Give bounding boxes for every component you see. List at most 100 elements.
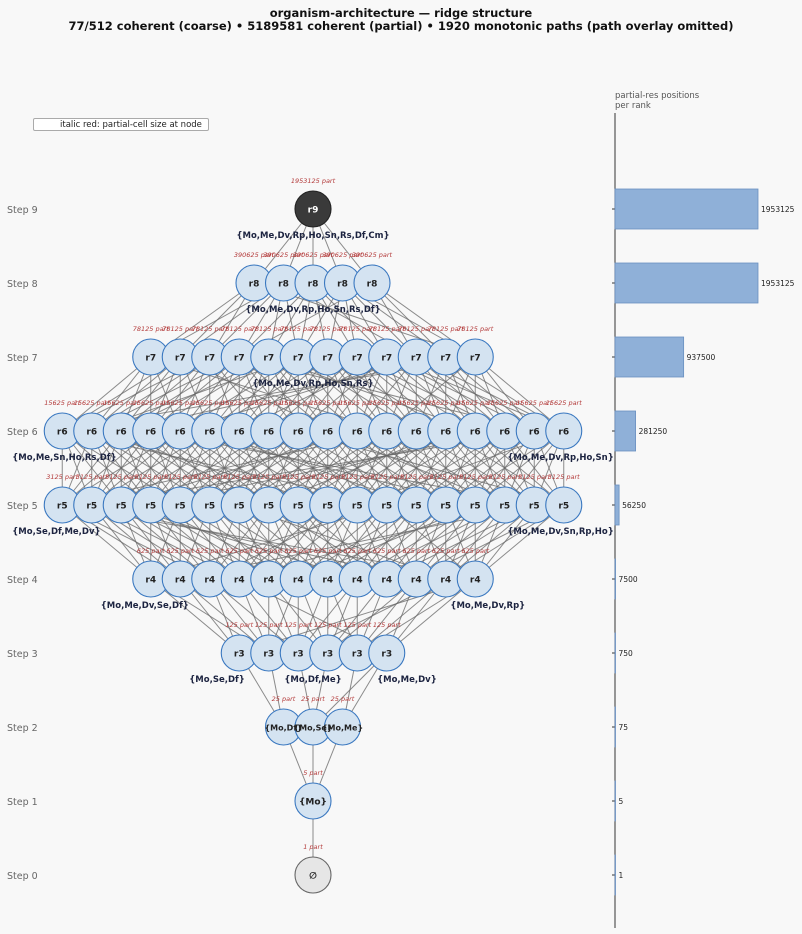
node-label: {Mo,Df} (264, 724, 302, 733)
partial-cell-label: 15625 part (221, 399, 258, 407)
node-label: r4 (470, 576, 481, 586)
ridge-edge (415, 430, 506, 506)
partial-cell-label: 15625 part (516, 399, 553, 407)
ridge-edge (297, 356, 388, 432)
partial-cell-label: 78125 part (192, 325, 229, 333)
partial-cell-label: 625 part (166, 547, 194, 555)
node-label: r5 (234, 502, 245, 512)
partial-cell-label: 1 part (303, 843, 323, 851)
partial-cell-label: 15625 part (251, 399, 288, 407)
node-label: r3 (381, 650, 392, 660)
node-label: r7 (440, 354, 451, 364)
node-label: r5 (57, 502, 68, 512)
node-label: r6 (293, 428, 304, 438)
partial-cell-label: 15625 part (280, 399, 317, 407)
node-label: r8 (249, 280, 260, 290)
partial-cell-label: 3125 part (459, 473, 491, 481)
partial-cell-label: 3125 part (430, 473, 462, 481)
partial-cell-label: 3125 part (76, 473, 108, 481)
partial-cell-label: 15625 part (457, 399, 494, 407)
node-label: r5 (322, 502, 333, 512)
partial-cell-label: 15625 part (339, 399, 376, 407)
legend: italic red: partial-cell size at node (33, 118, 209, 131)
node-label: r4 (411, 576, 422, 586)
partial-cell-label: 15625 part (133, 399, 170, 407)
node-label: r5 (86, 502, 97, 512)
step-label: Step 0 (7, 871, 38, 882)
node-label: r6 (381, 428, 392, 438)
node-label: r4 (263, 576, 274, 586)
bar (614, 558, 616, 600)
partial-cell-label: 25 part (272, 695, 296, 703)
node-label: r5 (558, 502, 569, 512)
chart-subtitle: 77/512 coherent (coarse) • 5189581 coher… (68, 19, 734, 33)
node-label: r6 (352, 428, 363, 438)
partial-cell-label: 78125 part (280, 325, 317, 333)
partial-cell-label: 15625 part (103, 399, 140, 407)
node-label: r7 (145, 354, 156, 364)
node-label: r4 (352, 576, 363, 586)
partial-cell-label: 625 part (137, 547, 165, 555)
node-label: r7 (293, 354, 304, 364)
bar (614, 410, 636, 452)
node-label: r8 (337, 280, 348, 290)
side-panel-title: partial-res positions per rank (615, 91, 699, 111)
ridge-edge (209, 578, 299, 654)
partial-cell-label: 625 part (284, 547, 312, 555)
ridge-edge (91, 430, 181, 506)
ridge-edge (356, 430, 447, 506)
partial-cell-label: 15625 part (44, 399, 81, 407)
node-label: r7 (381, 354, 392, 364)
ridge-node (323, 708, 362, 746)
node-label: r5 (352, 502, 363, 512)
node-label: {Mo,Se} (293, 724, 332, 733)
node-label: r4 (175, 576, 186, 586)
node-label: r6 (234, 428, 245, 438)
node-label: r6 (529, 428, 540, 438)
ridge-node (456, 338, 494, 376)
node-label: r7 (411, 354, 422, 364)
partial-cell-label: 78125 part (221, 325, 258, 333)
ridge-edge (150, 578, 240, 654)
partial-cell-label: 78125 part (369, 325, 406, 333)
partial-cell-label: 15625 part (192, 399, 229, 407)
partial-cell-label: 3125 part (518, 473, 550, 481)
node-label: r9 (308, 206, 319, 216)
partial-cell-label: 15625 part (162, 399, 199, 407)
node-label: r5 (116, 502, 127, 512)
partial-cell-label: 625 part (225, 547, 253, 555)
partial-cell-label: 25 part (331, 695, 355, 703)
set-label: {Mo,Me,Dv,Rp,Ho,Sn} (507, 453, 613, 463)
partial-cell-label: 15625 part (74, 399, 111, 407)
partial-cell-label: 78125 part (310, 325, 347, 333)
ridge-edge (61, 356, 152, 432)
ridge-edge (179, 578, 270, 654)
ridge-node (545, 486, 583, 524)
ridge-node (294, 190, 332, 228)
node-label: r4 (145, 576, 156, 586)
partial-cell-label: 390625 part (234, 251, 275, 259)
node-label: r8 (367, 280, 378, 290)
partial-cell-label: 15625 part (398, 399, 435, 407)
ridge-edge (209, 430, 299, 506)
partial-cell-label: 625 part (343, 547, 371, 555)
partial-cell-label: 3125 part (194, 473, 226, 481)
ridge-edge (238, 430, 329, 506)
bar (614, 262, 759, 304)
ridge-node (353, 264, 391, 302)
node-label: r4 (440, 576, 451, 586)
bar-value-label: 56250 (622, 501, 646, 510)
ridge-node (368, 634, 406, 672)
partial-cell-label: 15625 part (546, 399, 583, 407)
bar (614, 188, 759, 230)
node-label: r5 (529, 502, 540, 512)
partial-cell-label: 3125 part (282, 473, 314, 481)
partial-cell-label: 78125 part (339, 325, 376, 333)
ridge-edge (474, 430, 565, 506)
partial-cell-label: 625 part (255, 547, 283, 555)
partial-cell-label: 15625 part (428, 399, 465, 407)
partial-cell-label: 25 part (301, 695, 325, 703)
step-label: Step 5 (7, 501, 38, 512)
partial-cell-label: 390625 part (293, 251, 334, 259)
